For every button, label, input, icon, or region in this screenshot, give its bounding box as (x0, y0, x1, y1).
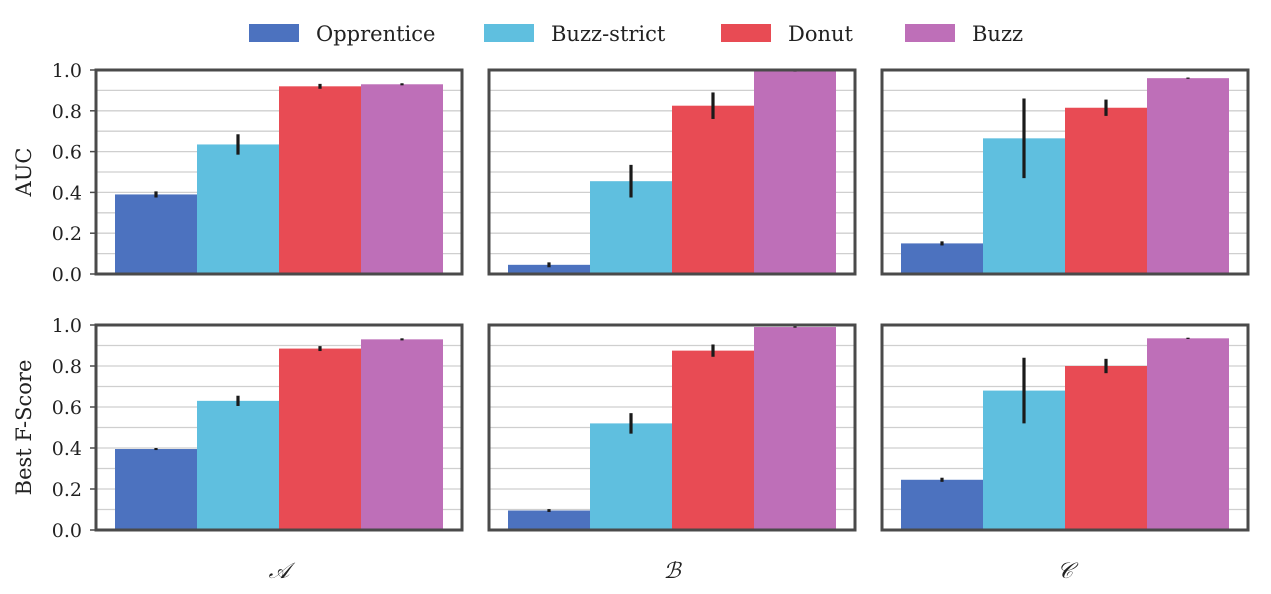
legend-label-buzz-strict: Buzz-strict (551, 22, 666, 46)
bar-opprentice (508, 510, 590, 530)
panel-frame (94, 323, 464, 532)
y-tick-label: 0.2 (52, 223, 82, 245)
bar-donut (1065, 366, 1147, 530)
bar-opprentice (115, 449, 197, 530)
bar-donut (672, 350, 754, 530)
bar-opprentice (508, 264, 590, 274)
panel-frame (487, 323, 857, 532)
legend-swatch-buzz-strict (484, 24, 534, 42)
bar-buzz (754, 327, 836, 530)
y-tick-label: 0.0 (52, 264, 82, 286)
bar-buzz (361, 339, 443, 530)
panel-fscore-1 (90, 323, 464, 532)
panel-auc-2 (487, 68, 857, 276)
y-tick-label: 1.0 (52, 315, 82, 337)
bar-opprentice (115, 194, 197, 274)
y-tick-label: 0.8 (52, 101, 82, 123)
bar-donut (672, 105, 754, 274)
panel-frame (94, 68, 464, 276)
y-tick-label: 0.8 (52, 356, 82, 378)
bar-donut (279, 86, 361, 274)
bar-opprentice (901, 479, 983, 530)
bar-buzz-strict (590, 423, 672, 530)
bar-buzz (1147, 78, 1229, 274)
bar-buzz (754, 71, 836, 275)
panel-frame (880, 68, 1250, 276)
y-axis-label: AUC (12, 148, 36, 198)
panel-fscore-2 (487, 323, 857, 532)
legend-label-buzz: Buzz (972, 22, 1023, 46)
panel-fscore-3 (880, 323, 1250, 532)
y-tick-label: 0.0 (52, 520, 82, 542)
legend-swatch-opprentice (249, 24, 299, 42)
panel-auc-1 (90, 68, 464, 276)
bar-buzz (361, 84, 443, 274)
y-tick-label: 0.4 (52, 438, 82, 460)
y-axis-label: Best F-Score (12, 360, 36, 496)
bar-donut (1065, 107, 1147, 275)
bar-buzz-strict (197, 400, 279, 530)
legend-label-opprentice: Opprentice (316, 22, 435, 46)
bar-buzz (1147, 338, 1229, 530)
x-category-label: 𝒜 (269, 559, 296, 584)
y-tick-label: 0.4 (52, 182, 82, 204)
panel-auc-3 (880, 68, 1250, 276)
x-category-label: 𝒞 (1057, 559, 1079, 584)
panel-frame (880, 323, 1250, 532)
legend-swatch-buzz (905, 24, 955, 42)
legend-label-donut: Donut (788, 22, 854, 46)
bar-donut (279, 348, 361, 530)
y-tick-label: 0.6 (52, 397, 82, 419)
y-tick-label: 0.2 (52, 479, 82, 501)
legend-swatch-donut (721, 24, 771, 42)
x-category-label: ℬ (663, 559, 682, 584)
y-tick-label: 0.6 (52, 142, 82, 164)
bar-opprentice (901, 243, 983, 274)
bar-buzz-strict (197, 144, 279, 274)
panel-frame (487, 68, 857, 276)
y-tick-label: 1.0 (52, 60, 82, 82)
